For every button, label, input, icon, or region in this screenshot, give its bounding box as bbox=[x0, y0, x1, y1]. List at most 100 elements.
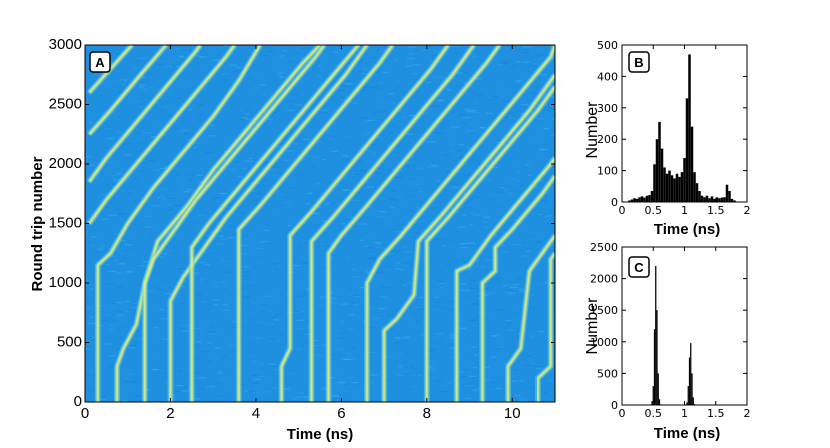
histogram-bar bbox=[643, 197, 646, 202]
heatmap-noise-cell bbox=[177, 117, 187, 119]
heatmap-noise-cell bbox=[186, 174, 196, 176]
panel-c: 0 0.5 1 1.5 2 0 500 1000 1500 2000 2500 C Time (ns… bbox=[584, 241, 751, 442]
heatmap-noise-cell bbox=[484, 259, 494, 261]
y-tick-label: 1000 bbox=[590, 336, 618, 349]
heatmap-noise-cell bbox=[136, 143, 145, 145]
heatmap-noise-cell bbox=[294, 101, 303, 103]
heatmap-noise-cell bbox=[318, 304, 323, 306]
heatmap-noise-cell bbox=[388, 102, 397, 104]
heatmap-noise-cell bbox=[397, 375, 404, 377]
heatmap-noise-cell bbox=[465, 158, 475, 160]
heatmap-noise-cell bbox=[336, 298, 345, 300]
heatmap-noise-cell bbox=[194, 294, 203, 296]
panel-a-xlabel: Time (ns) bbox=[287, 426, 353, 443]
heatmap-noise-cell bbox=[464, 174, 472, 176]
heatmap-noise-cell bbox=[241, 271, 250, 273]
heatmap-noise-cell bbox=[223, 76, 228, 78]
heatmap-noise-cell bbox=[175, 385, 184, 387]
heatmap-noise-cell bbox=[230, 336, 234, 338]
heatmap-noise-cell bbox=[239, 65, 247, 68]
heatmap-noise-cell bbox=[135, 177, 141, 179]
heatmap-noise-cell bbox=[166, 65, 172, 67]
heatmap-noise-cell bbox=[410, 312, 417, 314]
heatmap-noise-cell bbox=[140, 89, 148, 91]
heatmap-noise-cell bbox=[402, 75, 407, 77]
heatmap-noise-cell bbox=[352, 394, 356, 396]
histogram-bar bbox=[635, 198, 639, 202]
heatmap-noise-cell bbox=[450, 183, 460, 185]
pulse-trace bbox=[115, 45, 321, 402]
heatmap-noise-cell bbox=[305, 203, 311, 205]
histogram-bar bbox=[720, 197, 724, 202]
heatmap-noise-cell bbox=[209, 252, 215, 255]
heatmap-noise-cell bbox=[507, 284, 516, 286]
histogram-bar bbox=[715, 197, 719, 202]
heatmap-noise-cell bbox=[144, 162, 147, 164]
heatmap-noise-cell bbox=[193, 398, 200, 400]
heatmap-noise-cell bbox=[395, 366, 404, 368]
heatmap-noise-cell bbox=[520, 49, 530, 51]
heatmap-noise-cell bbox=[233, 58, 237, 60]
heatmap-noise-cell bbox=[226, 383, 232, 385]
heatmap-noise-cell bbox=[523, 364, 531, 366]
heatmap-noise-cell bbox=[427, 141, 436, 143]
heatmap-noise-cell bbox=[462, 394, 471, 396]
heatmap-noise-cell bbox=[529, 45, 533, 47]
heatmap-noise-cell bbox=[409, 190, 418, 192]
heatmap-noise-cell bbox=[548, 170, 552, 172]
heatmap-noise-cell bbox=[152, 191, 160, 193]
heatmap-noise-cell bbox=[378, 307, 387, 310]
heatmap-noise-cell bbox=[111, 185, 115, 187]
heatmap-noise-cell bbox=[322, 109, 328, 111]
heatmap-noise-cell bbox=[168, 204, 173, 206]
histogram-bar bbox=[670, 175, 674, 202]
heatmap-noise-cell bbox=[88, 189, 92, 191]
heatmap-noise-cell bbox=[506, 112, 514, 114]
heatmap-noise-cell bbox=[168, 209, 174, 211]
heatmap-noise-cell bbox=[483, 216, 490, 218]
heatmap-noise-cell bbox=[431, 163, 439, 165]
histogram-bar bbox=[652, 386, 654, 405]
heatmap-noise-cell bbox=[266, 118, 273, 120]
x-tick-label: 1.5 bbox=[707, 407, 725, 420]
heatmap-noise-cell bbox=[396, 250, 403, 252]
heatmap-noise-cell bbox=[232, 108, 239, 110]
heatmap-noise-cell bbox=[466, 111, 475, 113]
heatmap-noise-cell bbox=[187, 106, 197, 108]
heatmap-noise-cell bbox=[266, 224, 271, 226]
heatmap-noise-cell bbox=[147, 234, 157, 236]
heatmap-noise-cell bbox=[229, 365, 238, 367]
x-tick-label: 1 bbox=[681, 204, 688, 217]
heatmap-noise-cell bbox=[444, 194, 449, 196]
heatmap-noise-cell bbox=[302, 155, 310, 157]
heatmap-noise-cell bbox=[484, 99, 494, 101]
heatmap-noise-cell bbox=[169, 158, 175, 160]
heatmap-noise-cell bbox=[315, 183, 320, 185]
heatmap-noise-cell bbox=[425, 108, 433, 110]
heatmap-noise-cell bbox=[468, 268, 473, 270]
heatmap-noise-cell bbox=[434, 50, 440, 53]
heatmap-noise-cell bbox=[158, 206, 164, 208]
heatmap-noise-cell bbox=[367, 186, 375, 188]
heatmap-noise-cell bbox=[502, 285, 507, 287]
heatmap-noise-cell bbox=[391, 128, 396, 130]
heatmap-noise-cell bbox=[363, 277, 367, 279]
histogram-bar bbox=[663, 167, 666, 202]
heatmap-noise-cell bbox=[334, 152, 340, 154]
heatmap-noise-cell bbox=[436, 313, 442, 316]
heatmap-noise-cell bbox=[242, 296, 250, 299]
heatmap-noise-cell bbox=[301, 182, 308, 184]
x-tick-label: 0.5 bbox=[645, 204, 663, 217]
heatmap-noise-cell bbox=[408, 195, 416, 197]
heatmap-noise-cell bbox=[395, 198, 399, 200]
heatmap-noise-cell bbox=[110, 60, 115, 62]
heatmap-noise-cell bbox=[435, 132, 445, 134]
heatmap-noise-cell bbox=[392, 190, 397, 192]
heatmap-noise-cell bbox=[251, 312, 257, 314]
heatmap-noise-cell bbox=[465, 297, 470, 299]
heatmap-noise-cell bbox=[261, 93, 266, 95]
heatmap-noise-cell bbox=[193, 147, 197, 149]
y-tick-label: 500 bbox=[57, 334, 82, 351]
heatmap-noise-cell bbox=[503, 363, 509, 365]
heatmap-noise-cell bbox=[113, 259, 120, 261]
